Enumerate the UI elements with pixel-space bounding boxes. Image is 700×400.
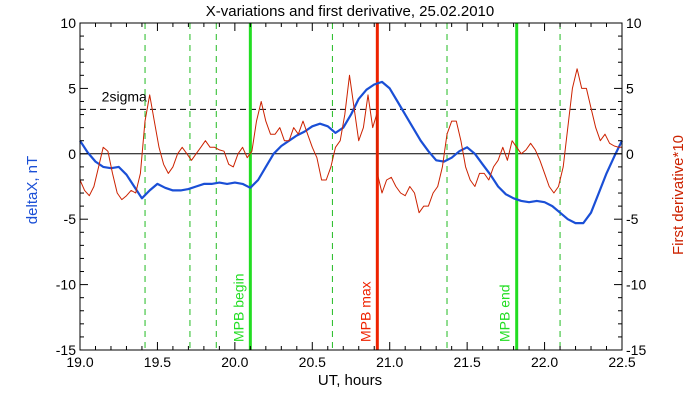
x-tick-label: 22.0 [531, 354, 558, 370]
x-tick-label: 21.0 [376, 354, 403, 370]
event-label: MPB begin [230, 274, 246, 342]
right-y-tick-label: -15 [626, 342, 646, 358]
left-y-tick-label: -5 [64, 211, 77, 227]
x-tick-label: 20.5 [299, 354, 326, 370]
right-y-tick-label: -5 [626, 211, 639, 227]
deltax-line [79, 80, 623, 225]
event-label: MPB end [497, 284, 513, 342]
right-y-tick-label: 5 [626, 80, 634, 96]
left-y-tick-label: 5 [68, 80, 76, 96]
derivative-line [79, 68, 622, 214]
left-y-tick-label: -15 [56, 342, 76, 358]
left-y-tick-label: -10 [56, 277, 76, 293]
right-y-tick-label: 0 [626, 146, 634, 162]
left-y-tick-label: 10 [60, 15, 76, 31]
plot-area: 2sigma MPB begin MPB max MPB end 19.0 19.5 20.… [56, 15, 647, 370]
left-y-axis-title: deltaX, nT [24, 156, 41, 224]
threshold-label: 2sigma [102, 88, 147, 104]
x-tick-label: 21.5 [454, 354, 481, 370]
x-axis-title: UT, hours [318, 372, 382, 389]
x-tick-label: 22.5 [608, 354, 635, 370]
x-tick-label: 20.0 [221, 354, 248, 370]
x-tick-label: 19.0 [66, 354, 93, 370]
event-label: MPB max [357, 281, 373, 342]
x-tick-label: 19.5 [144, 354, 171, 370]
right-y-tick-label: -10 [626, 277, 646, 293]
left-y-tick-label: 0 [68, 146, 76, 162]
chart-title: X-variations and first derivative, 25.02… [206, 3, 495, 20]
plot-frame [79, 22, 623, 351]
right-y-axis-title: First derivative*10 [670, 135, 687, 255]
right-y-tick-label: 10 [626, 15, 642, 31]
